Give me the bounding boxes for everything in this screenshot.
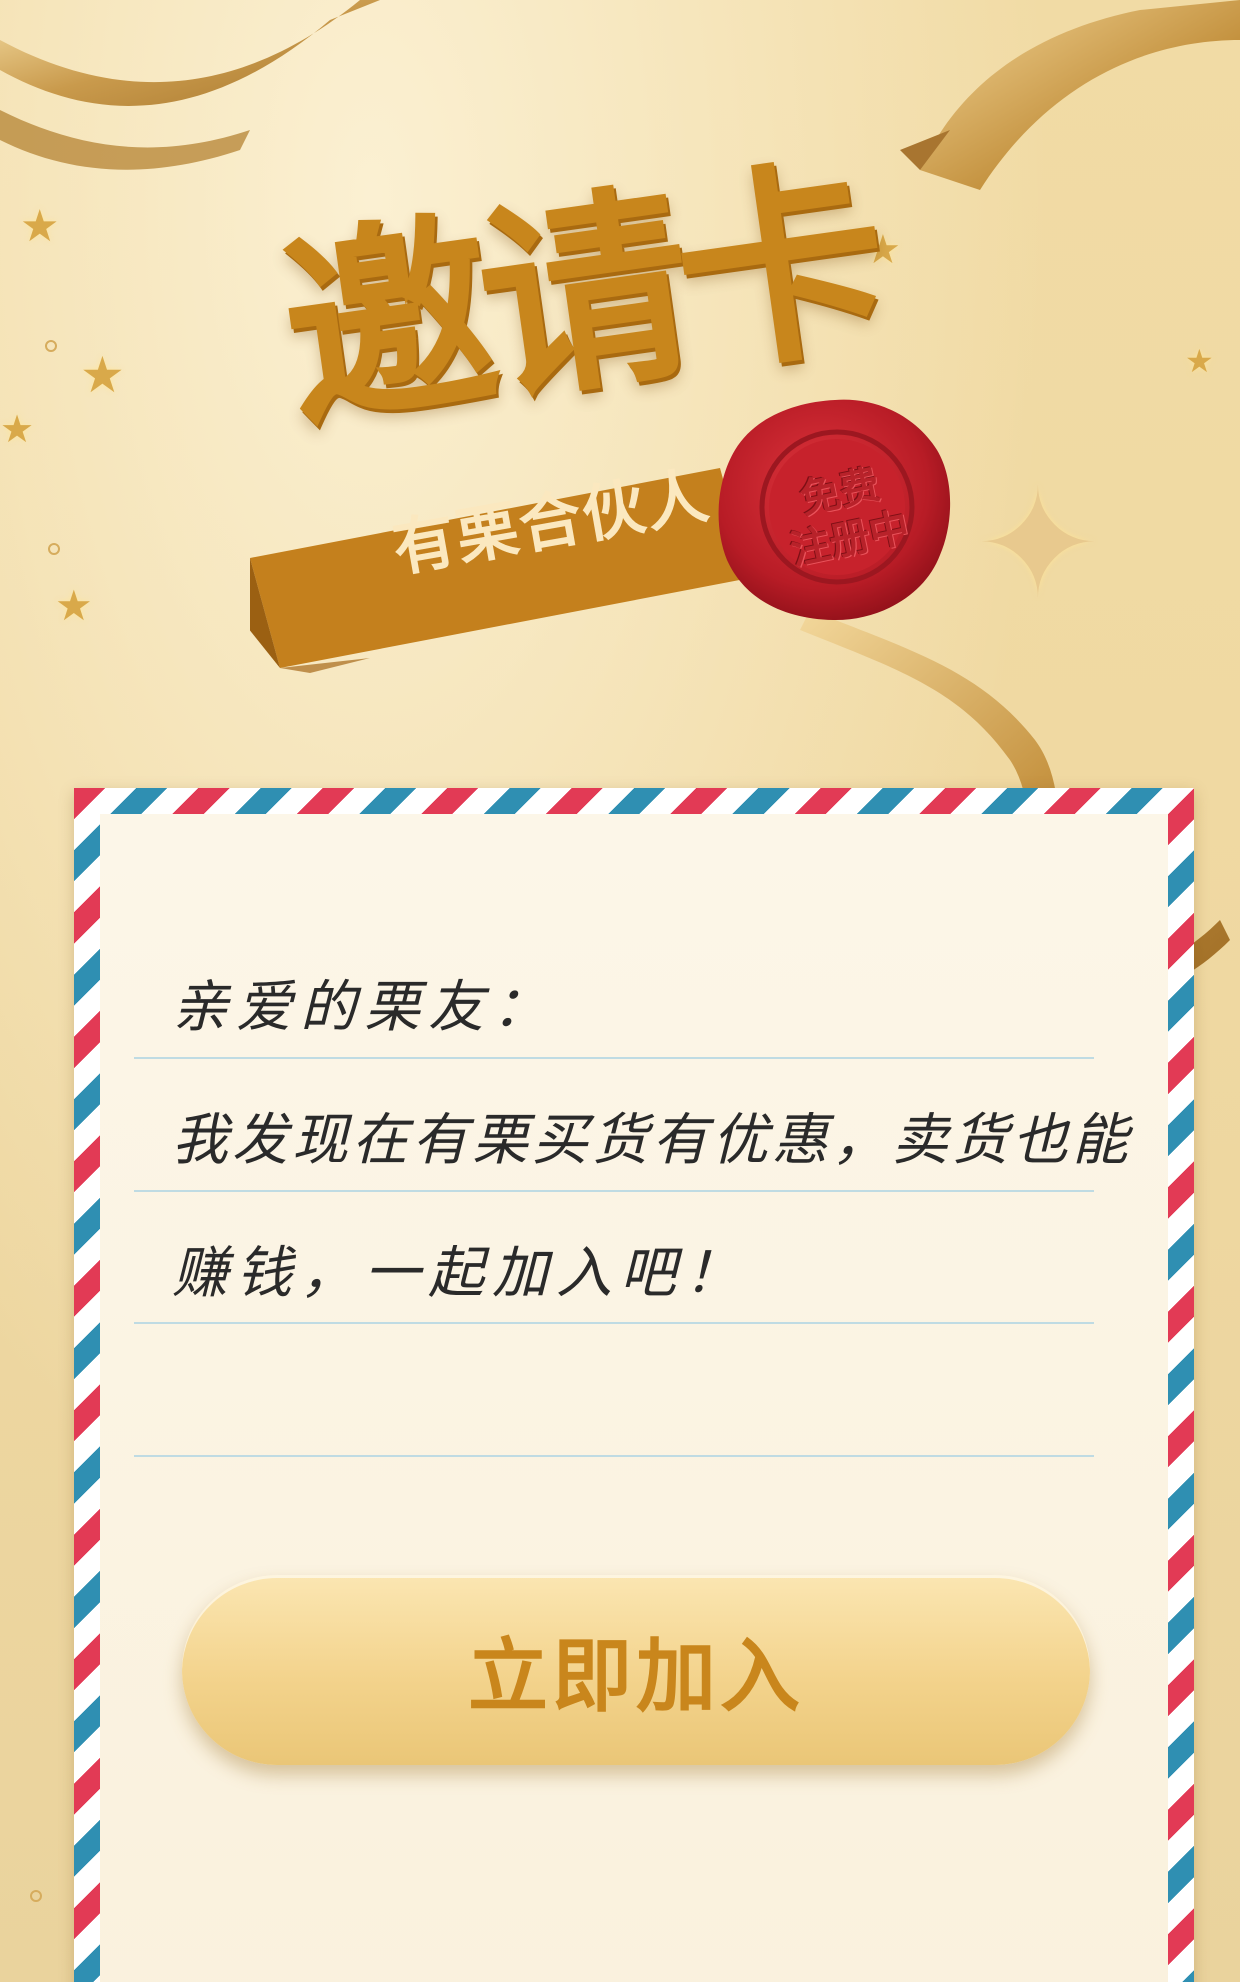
letter-ruled-line [134,1190,1094,1192]
star-icon: ★ [1185,342,1214,380]
airmail-letter-card [74,788,1194,1982]
letter-body-line2: 赚钱，一起加入吧！ [172,1241,748,1306]
wax-seal-icon [718,399,951,621]
star-icon: ✦ [975,458,1101,632]
star-icon: ★ [865,227,901,273]
letter-ruled-line [134,1057,1094,1059]
star-icon: ★ [55,581,93,630]
ribbon-top-left-decoration [0,0,380,170]
letter-paper [100,814,1168,1982]
star-icon: ★ [0,407,35,451]
partner-banner-ribbon [250,468,750,673]
star-icon: ★ [80,346,125,404]
ribbon-top-right-decoration [900,0,1240,190]
star-icon: ★ [20,201,60,252]
sparkle-dot-icon [30,1890,42,1902]
join-now-button[interactable]: 立即加入 [182,1575,1090,1765]
letter-ruled-line [134,1455,1094,1457]
sparkle-dot-icon [45,340,57,352]
letter-greeting: 亲爱的栗友： [172,975,556,1040]
letter-ruled-line [134,1322,1094,1324]
letter-body-line1: 我发现在有栗买货有优惠，卖货也能 [172,1108,1132,1173]
sparkle-dot-icon [48,543,60,555]
